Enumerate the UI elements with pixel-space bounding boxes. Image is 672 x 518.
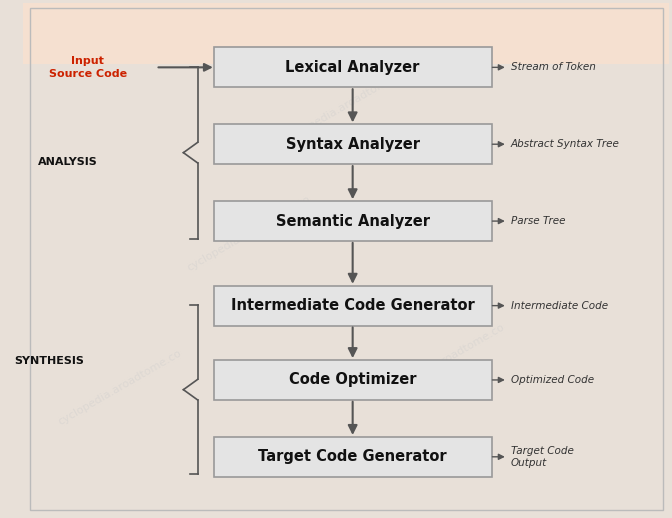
FancyBboxPatch shape <box>214 285 491 326</box>
Text: Target Code Generator: Target Code Generator <box>258 449 447 464</box>
Text: Syntax Analyzer: Syntax Analyzer <box>286 137 419 152</box>
FancyBboxPatch shape <box>214 47 491 88</box>
Text: Stream of Token: Stream of Token <box>511 62 596 73</box>
Text: SYNTHESIS: SYNTHESIS <box>15 356 85 367</box>
Text: Intermediate Code: Intermediate Code <box>511 300 608 311</box>
FancyBboxPatch shape <box>214 360 491 400</box>
Text: Lexical Analyzer: Lexical Analyzer <box>286 60 420 75</box>
Text: Semantic Analyzer: Semantic Analyzer <box>276 213 429 228</box>
Text: Optimized Code: Optimized Code <box>511 375 594 385</box>
Text: Intermediate Code Generator: Intermediate Code Generator <box>230 298 474 313</box>
Text: Abstract Syntax Tree: Abstract Syntax Tree <box>511 139 620 149</box>
FancyBboxPatch shape <box>214 201 491 241</box>
FancyBboxPatch shape <box>214 124 491 164</box>
Text: cyclopedia.aroadtome.co: cyclopedia.aroadtome.co <box>186 194 312 273</box>
Text: cyclopedia.aroadtome.co: cyclopedia.aroadtome.co <box>380 322 507 401</box>
FancyBboxPatch shape <box>23 3 669 64</box>
Text: Input
Source Code: Input Source Code <box>48 56 127 79</box>
Text: Target Code
Output: Target Code Output <box>511 446 574 468</box>
Text: cyclopedia.aroadtome.co: cyclopedia.aroadtome.co <box>283 66 410 145</box>
FancyBboxPatch shape <box>214 437 491 477</box>
Text: cyclopedia.aroadtome.co: cyclopedia.aroadtome.co <box>56 348 183 427</box>
Text: Parse Tree: Parse Tree <box>511 216 565 226</box>
Text: Code Optimizer: Code Optimizer <box>289 372 417 387</box>
Text: ANALYSIS: ANALYSIS <box>38 156 97 167</box>
